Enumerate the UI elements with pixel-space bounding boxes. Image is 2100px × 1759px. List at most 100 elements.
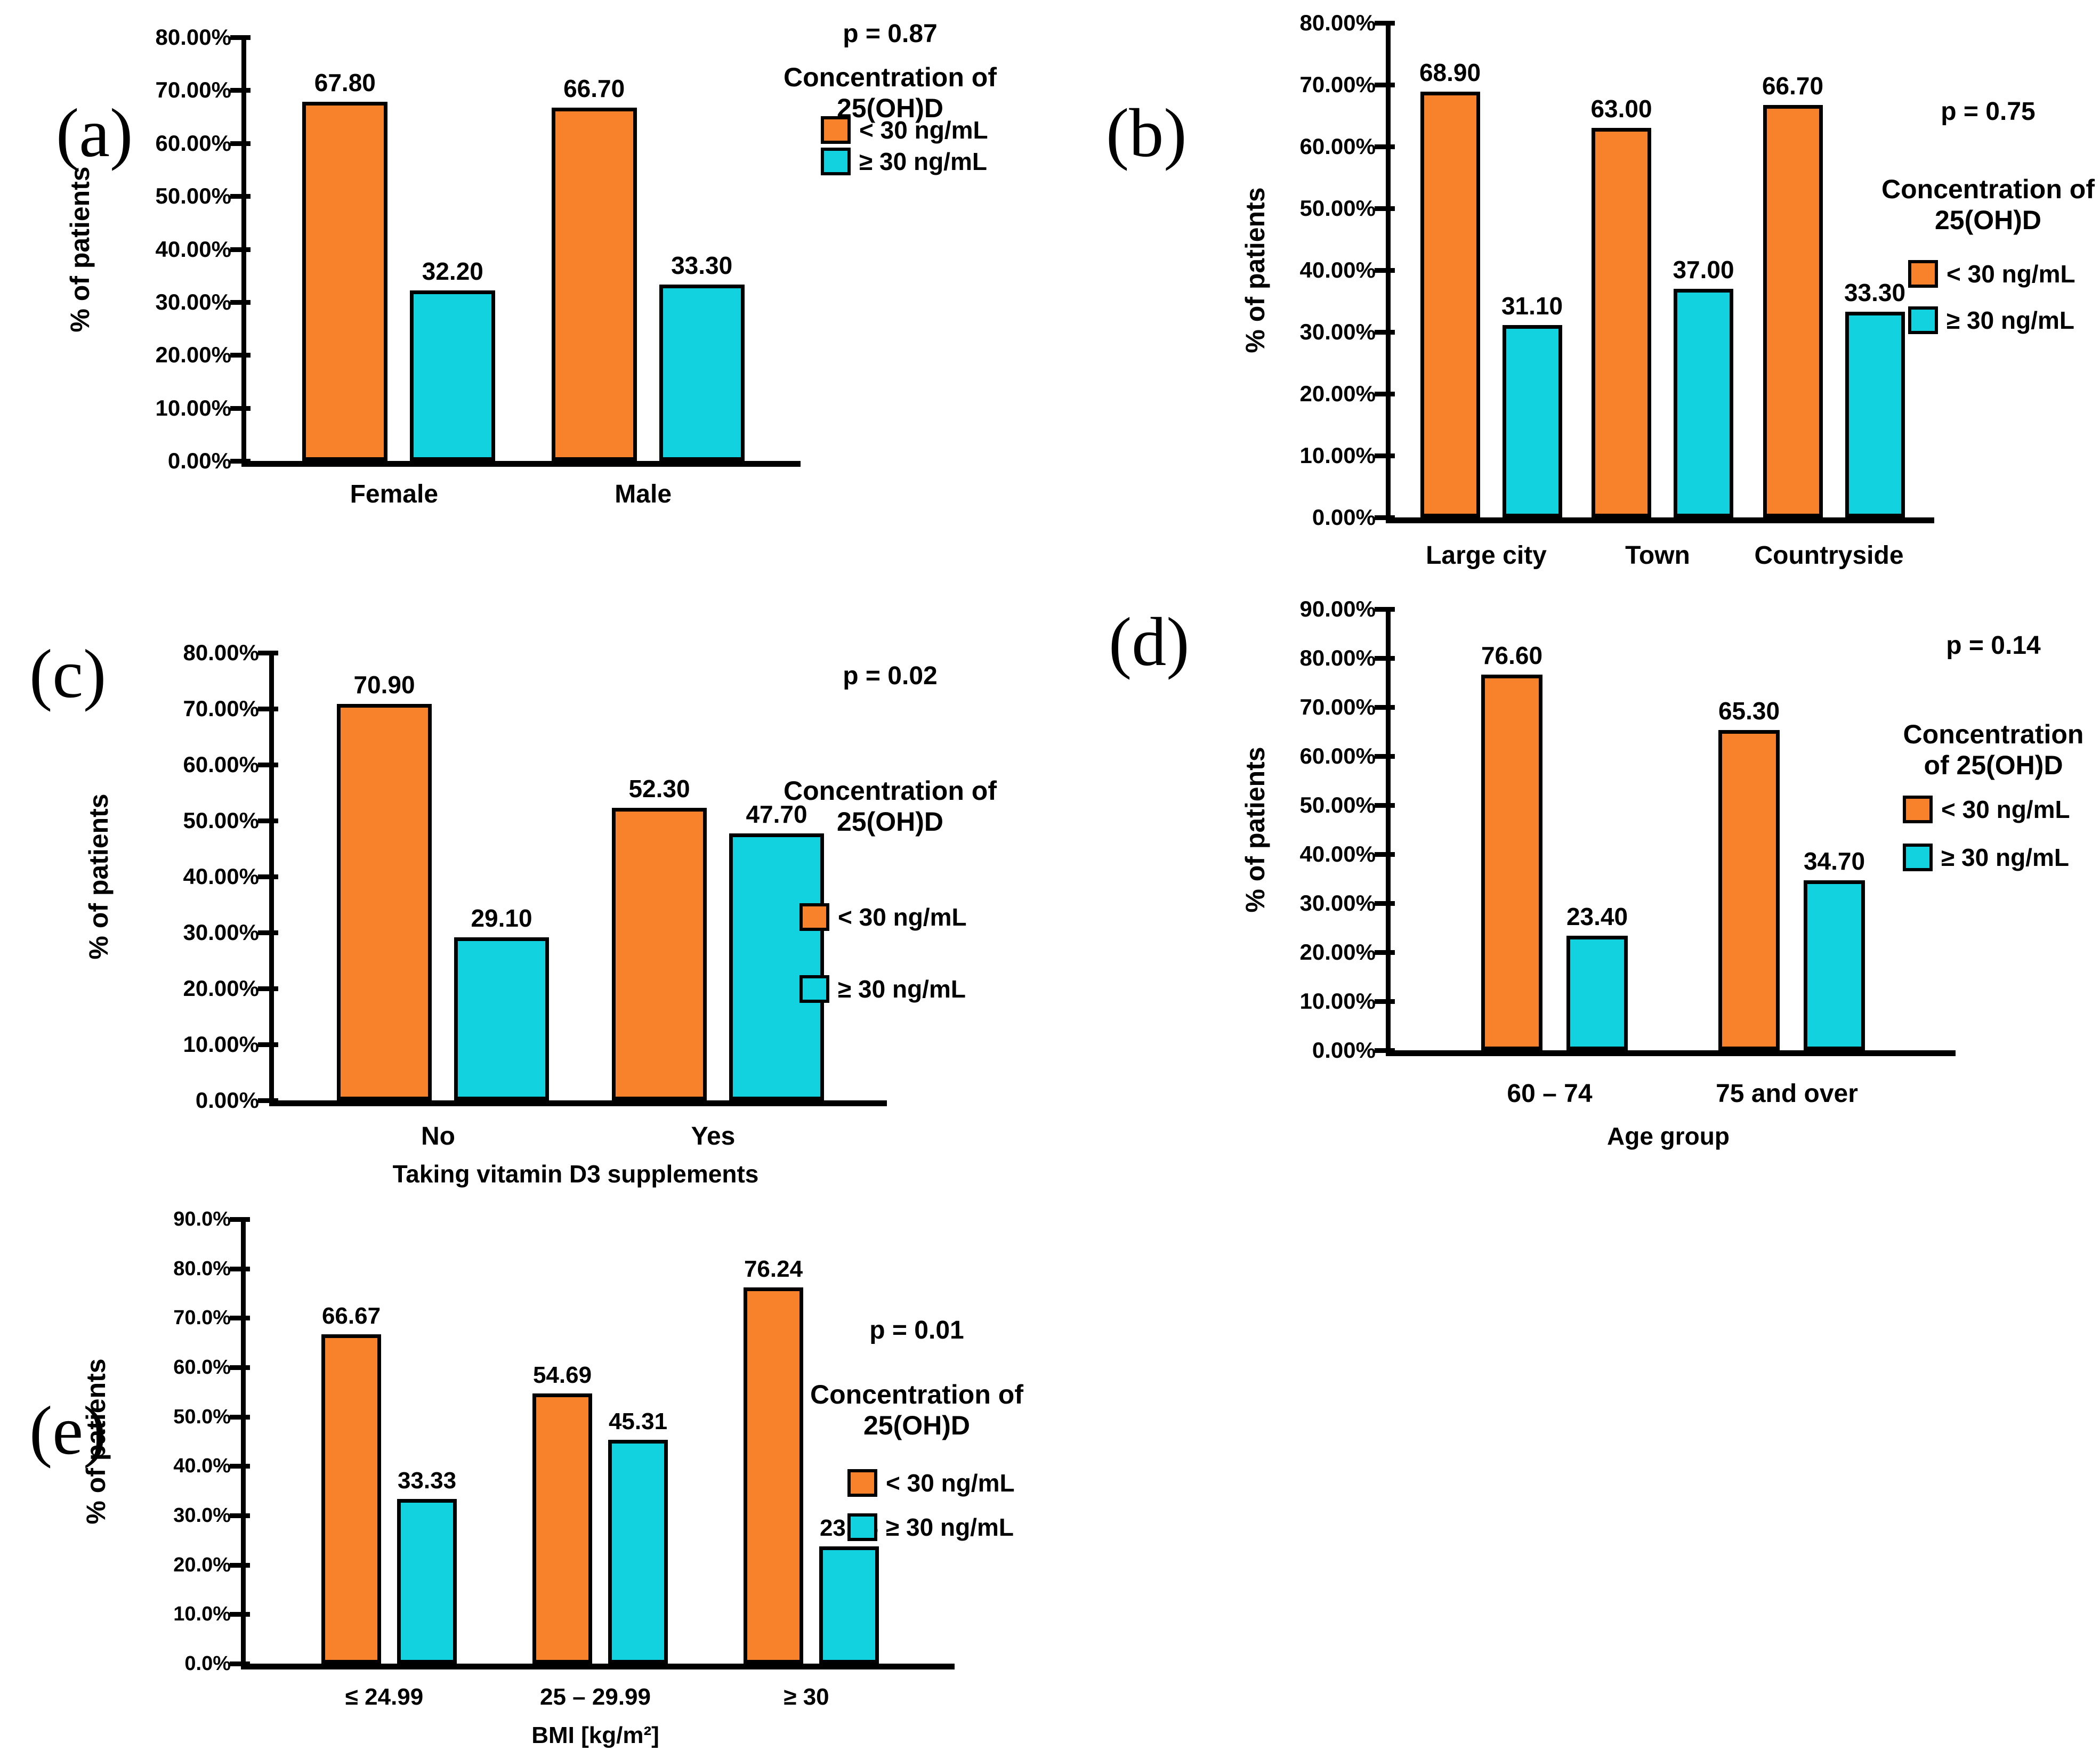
y-axis-tick-label: 40.00% bbox=[155, 237, 231, 262]
y-axis-tick bbox=[258, 986, 278, 991]
bar-value-label: 66.67 bbox=[321, 1303, 381, 1329]
bar-over-30: 29.10 bbox=[454, 904, 549, 1100]
legend-swatch-over-30 bbox=[821, 148, 851, 175]
y-axis-tick bbox=[1375, 21, 1395, 26]
y-axis-tick bbox=[258, 707, 278, 711]
x-category-labels: ≤ 24.99 25 – 29.99 ≥ 30 bbox=[241, 1684, 950, 1711]
bar-value-label: 33.30 bbox=[1844, 279, 1906, 306]
bar-value-label: 31.10 bbox=[1501, 292, 1563, 320]
bar-value-label: 70.90 bbox=[353, 671, 415, 699]
p-value-label: p = 0.01 bbox=[869, 1316, 964, 1344]
plot-area: 90.00% 80.00% 70.00% 60.00% 50.00% 40.00% 30.0… bbox=[1300, 596, 1956, 1063]
y-axis-tick-label: 50.0% bbox=[173, 1406, 231, 1428]
x-category-label-text: Countryside bbox=[1754, 541, 1904, 570]
bar-groups: 68.90 31.10 63.00 37.00 66.70 33.30 bbox=[1391, 23, 1934, 517]
x-category-label-text: ≥ 30 bbox=[784, 1684, 829, 1710]
bar-value-label: 52.30 bbox=[628, 775, 690, 803]
y-axis-tick-label: 20.00% bbox=[1299, 939, 1376, 964]
chart-panel-b: (b)% of patients 80.00% 70.00% 60.00% 50.00%… bbox=[1066, 10, 2095, 591]
bar-over-30: 37.00 bbox=[1673, 256, 1734, 517]
bar-value-label: 32.20 bbox=[422, 257, 483, 285]
plot-area: 80.00% 70.00% 60.00% 50.00% 40.00% 30.00% 20.0… bbox=[183, 640, 887, 1113]
x-category-label-text: Large city bbox=[1426, 541, 1547, 570]
legend-item-label: < 30 ng/mL bbox=[886, 1469, 1015, 1497]
bar-group: 65.30 34.70 bbox=[1718, 697, 1865, 1050]
y-axis-tick-label: 10.00% bbox=[183, 1032, 259, 1057]
y-axis-tick-label: 60.00% bbox=[1299, 134, 1376, 159]
legend-item: < 30 ng/mL bbox=[1908, 260, 2075, 288]
x-category-label-text: 60 – 74 bbox=[1507, 1080, 1593, 1108]
legend-title-line: 25(OH)D bbox=[863, 1411, 971, 1440]
legend-swatch-under-30 bbox=[1903, 796, 1933, 823]
legend-swatch-under-30 bbox=[847, 1469, 877, 1497]
y-axis-tick-label: 30.00% bbox=[1299, 319, 1376, 344]
legend-item-label: ≥ 30 ng/mL bbox=[838, 975, 966, 1003]
legend: p = 0.01 Concentration of 25(OH)D < 30 ng/m… bbox=[789, 1215, 1045, 1758]
chart-panel-c: (c) % of patients 80.00% 70.00% 60.00% 50.00%… bbox=[21, 597, 1029, 1199]
y-axis-tick-label: 10.00% bbox=[155, 395, 231, 420]
y-axis-tick-label: 60.0% bbox=[173, 1356, 231, 1379]
y-axis-tick-label: 40.00% bbox=[183, 864, 259, 889]
y-axis-title: % of patients bbox=[84, 793, 114, 960]
legend: p = 0.75 Concentration of 25(OH)D < 30 ng/m… bbox=[1876, 11, 2100, 591]
y-axis-tick-label: 70.00% bbox=[155, 77, 231, 102]
legend-title-line: Concentration of bbox=[810, 1380, 1023, 1409]
x-axis-title: Taking vitamin D3 supplements bbox=[392, 1160, 759, 1188]
legend-swatch-under-30 bbox=[1908, 260, 1938, 288]
y-axis-tick-label: 0.00% bbox=[1312, 1037, 1376, 1063]
panel-label: (b) bbox=[1106, 95, 1187, 172]
legend-title-line: Concentration of bbox=[784, 62, 997, 92]
y-axis-tick bbox=[1375, 803, 1395, 808]
legend-swatch-over-30 bbox=[799, 975, 829, 1003]
bar-group: 52.30 47.70 bbox=[612, 775, 824, 1100]
y-axis-tick-label: 40.00% bbox=[1299, 841, 1376, 866]
p-value-label: p = 0.02 bbox=[843, 662, 938, 690]
legend-item: < 30 ng/mL bbox=[821, 116, 988, 144]
y-axis-tick-label: 30.00% bbox=[183, 920, 259, 945]
y-axis-tick-label: 0.00% bbox=[167, 448, 231, 473]
y-axis-tick-label: 40.0% bbox=[173, 1455, 231, 1477]
x-category-label: No bbox=[332, 1122, 544, 1151]
legend-item: ≥ 30 ng/mL bbox=[847, 1513, 1014, 1542]
legend-item: ≥ 30 ng/mL bbox=[1908, 306, 2074, 335]
y-axis-tick bbox=[230, 141, 251, 146]
bar-over-30: 45.31 bbox=[608, 1408, 668, 1664]
legend-title-line: Concentration of bbox=[1881, 174, 2095, 204]
x-category-label: 25 – 29.99 bbox=[528, 1684, 663, 1711]
legend-title-line: 25(OH)D bbox=[836, 93, 944, 123]
bar-value-label: 37.00 bbox=[1673, 256, 1734, 283]
x-category-label: 75 and over bbox=[1714, 1079, 1860, 1108]
legend-item-label: ≥ 30 ng/mL bbox=[886, 1513, 1014, 1541]
y-axis-tick bbox=[1375, 83, 1395, 87]
x-category-label: Town bbox=[1587, 541, 1729, 570]
bar-value-label: 45.31 bbox=[608, 1408, 668, 1434]
bar-groups: 67.80 32.20 66.70 33.30 bbox=[246, 37, 801, 461]
legend-swatch-over-30 bbox=[847, 1513, 877, 1541]
bar-value-label: 34.70 bbox=[1803, 847, 1865, 875]
legend-title-line: Concentration bbox=[1903, 719, 2084, 749]
y-axis-tick bbox=[230, 406, 251, 411]
legend-item-label: < 30 ng/mL bbox=[838, 903, 967, 931]
y-axis-tick bbox=[230, 459, 251, 464]
legend-swatch-under-30 bbox=[799, 903, 829, 931]
bar-value-label: 65.30 bbox=[1718, 697, 1780, 725]
bar-under-30: 76.60 bbox=[1481, 642, 1542, 1050]
x-axis-title: BMI [kg/m²] bbox=[531, 1722, 659, 1748]
y-axis-tick-label: 70.0% bbox=[173, 1307, 231, 1329]
y-axis-tick-label: 60.00% bbox=[1299, 743, 1376, 768]
bar-over-30: 34.70 bbox=[1804, 847, 1865, 1050]
legend-item-label: ≥ 30 ng/mL bbox=[859, 148, 987, 175]
bar-under-30: 68.90 bbox=[1419, 59, 1481, 517]
y-axis-tick bbox=[1375, 999, 1395, 1004]
legend-item: < 30 ng/mL bbox=[847, 1469, 1015, 1497]
x-category-labels: Female Male bbox=[241, 480, 796, 509]
plot-area: 80.00% 70.00% 60.00% 50.00% 40.00% 30.00% 20.0… bbox=[156, 25, 801, 473]
y-axis-tick bbox=[230, 1464, 250, 1469]
y-axis-tick-label: 50.00% bbox=[1299, 196, 1376, 221]
y-axis-tick bbox=[230, 1415, 250, 1420]
y-axis-tick-label: 70.00% bbox=[1299, 72, 1376, 97]
legend-item-label: ≥ 30 ng/mL bbox=[1941, 844, 2069, 871]
x-category-label: Female bbox=[297, 480, 490, 509]
bar-under-30: 67.80 bbox=[302, 69, 388, 461]
y-axis-title: % of patients bbox=[81, 1358, 111, 1525]
